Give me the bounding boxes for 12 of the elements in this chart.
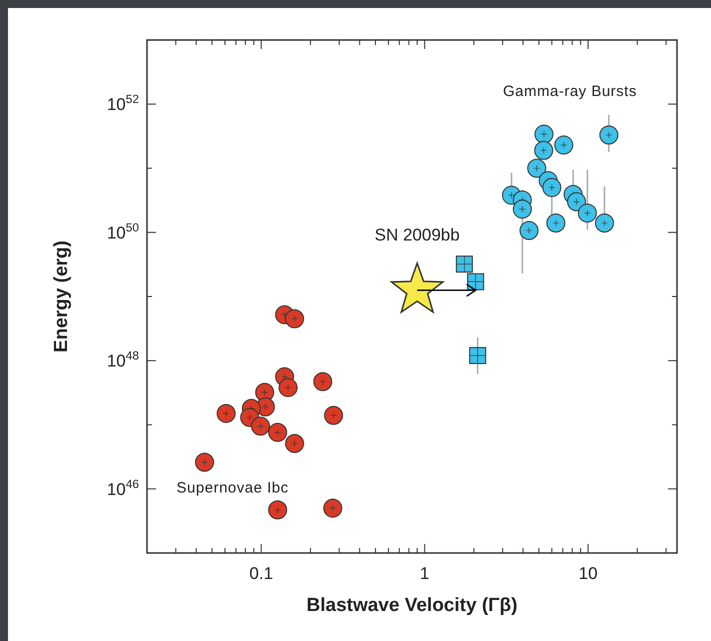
y-axis-title: Energy (erg) xyxy=(51,240,72,352)
text: Gamma-ray Bursts xyxy=(503,83,637,100)
x-tick-label: 0.1 xyxy=(249,564,274,583)
x-axis-title: Blastwave Velocity (Γβ) xyxy=(306,595,518,616)
y-tick-label: 10$^{52}$ xyxy=(106,92,140,114)
x-tick-label: 10 xyxy=(578,564,598,583)
y-tick-label: 10$^{50}$ xyxy=(106,220,140,242)
x-tick-label: 1 xyxy=(420,564,430,583)
y-tick-label: 10$^{46}$ xyxy=(106,476,140,499)
series-label: Supernovae Ibc xyxy=(176,479,289,496)
y-tick-label: 10$^{48}$ xyxy=(106,348,140,371)
series-label: SN 2009bb xyxy=(374,225,460,244)
